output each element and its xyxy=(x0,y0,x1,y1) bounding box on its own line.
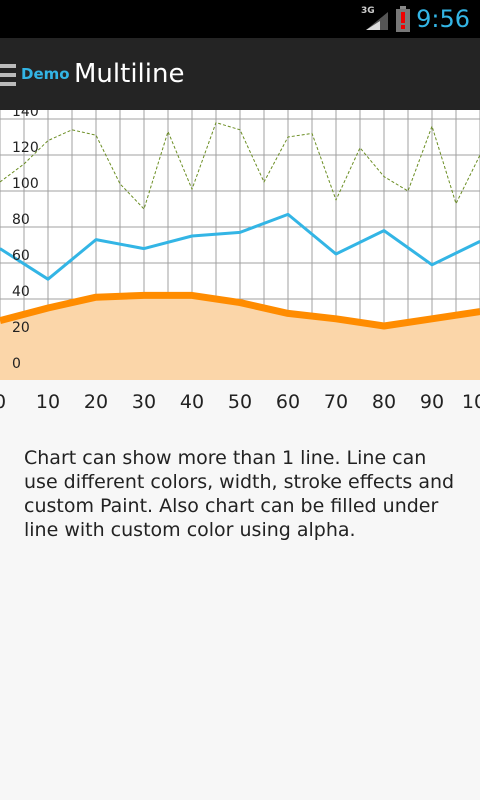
y-tick-label: 140 xyxy=(12,110,39,120)
menu-icon[interactable] xyxy=(0,64,16,86)
y-tick-label: 60 xyxy=(12,248,30,264)
page-title: Multiline xyxy=(74,59,185,89)
action-bar: Demo Multiline xyxy=(0,38,480,110)
series-lines xyxy=(0,122,480,330)
x-tick-label: 30 xyxy=(132,391,156,413)
y-tick-label: 20 xyxy=(12,320,30,336)
status-bar: 3G 9:56 xyxy=(0,0,480,38)
y-tick-label: 100 xyxy=(12,176,39,192)
y-tick-label: 40 xyxy=(12,284,30,300)
description-text: Chart can show more than 1 line. Line ca… xyxy=(24,447,455,541)
x-tick-label: 90 xyxy=(420,391,444,413)
y-tick-label: 120 xyxy=(12,140,39,156)
x-tick-label: 50 xyxy=(228,391,252,413)
y-tick-label: 80 xyxy=(12,212,30,228)
signal-icon xyxy=(366,12,388,30)
y-tick-label: 0 xyxy=(12,356,21,372)
area-fills xyxy=(0,295,480,380)
x-tick-label: 20 xyxy=(84,391,108,413)
x-tick-labels: 0 10 20 30 40 50 60 70 80 90 100 xyxy=(0,391,480,413)
x-tick-label: 0 xyxy=(0,391,6,413)
battery-icon xyxy=(396,6,410,32)
network-type: 3G xyxy=(361,6,375,16)
x-tick-label: 100 xyxy=(462,391,480,413)
x-tick-label: 60 xyxy=(276,391,300,413)
multiline-chart[interactable]: 0 20 40 60 80 100 120 140 0 10 20 30 40 50 60 70 80 90 10… xyxy=(0,104,480,415)
x-tick-label: 70 xyxy=(324,391,348,413)
app-label[interactable]: Demo xyxy=(21,65,70,83)
x-tick-label: 40 xyxy=(180,391,204,413)
status-time: 9:56 xyxy=(416,5,470,33)
series-area-fill xyxy=(0,295,480,380)
chart-svg: 0 20 40 60 80 100 120 140 0 10 20 30 40 50 60 70 80 90 10… xyxy=(0,104,480,413)
x-tick-label: 80 xyxy=(372,391,396,413)
x-tick-label: 10 xyxy=(36,391,60,413)
